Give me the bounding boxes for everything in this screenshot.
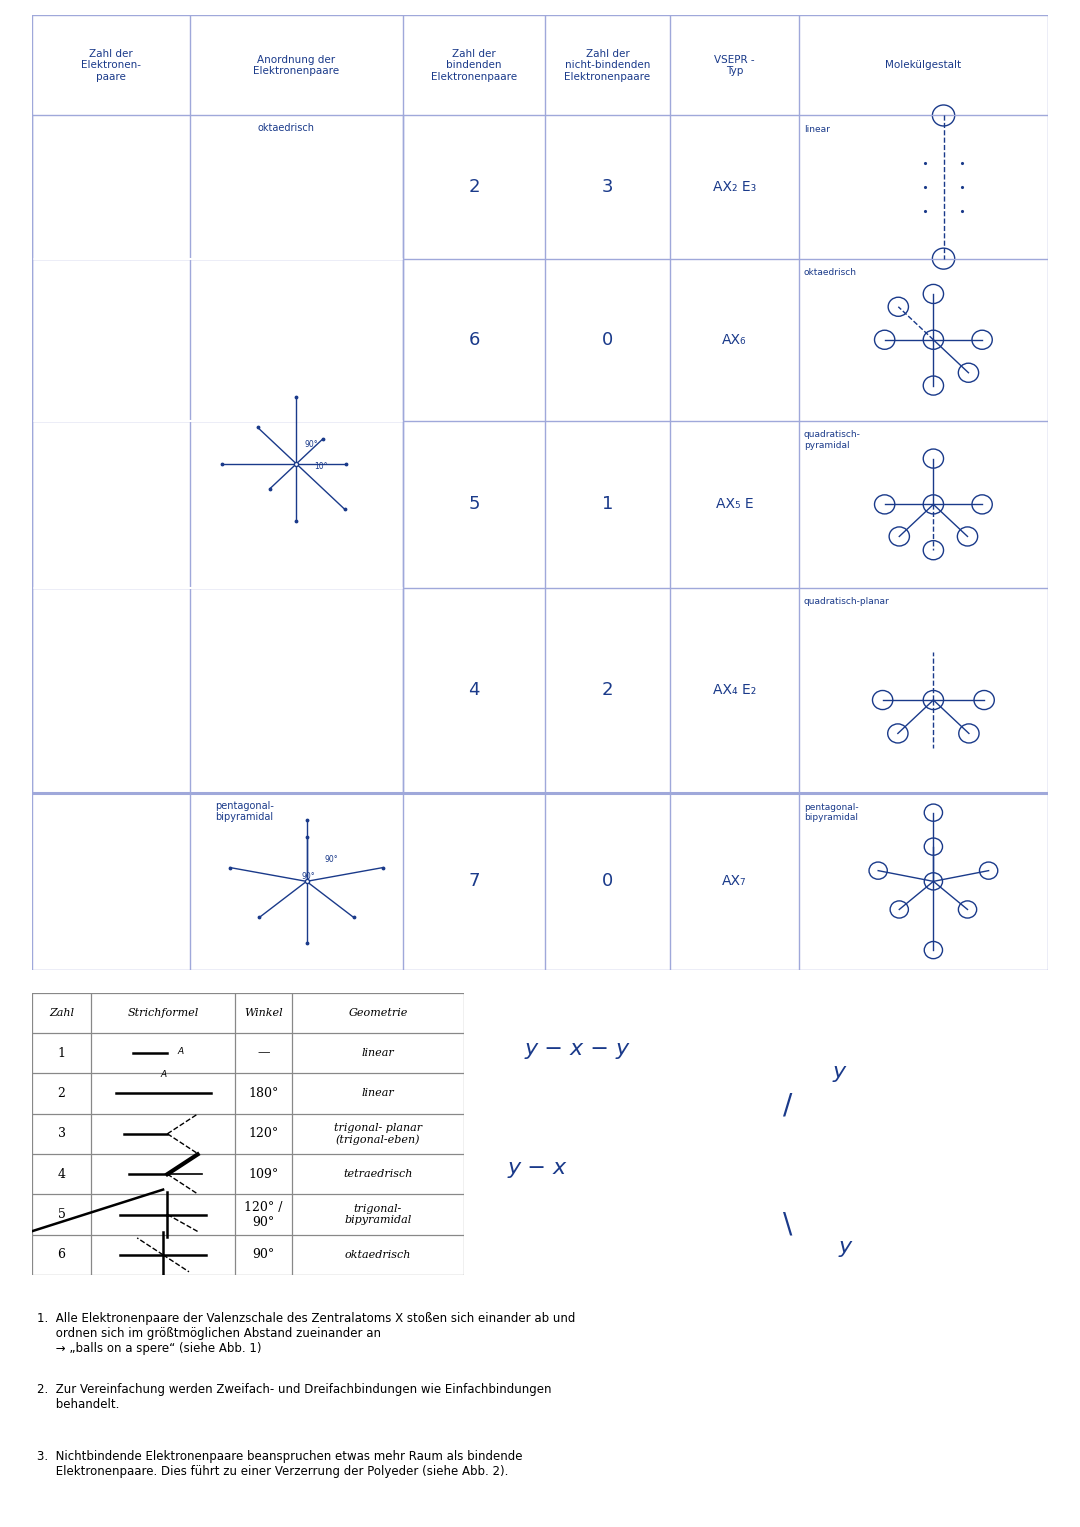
Text: 6: 6 (469, 331, 480, 348)
Text: 2: 2 (602, 681, 613, 699)
Text: Winkel: Winkel (244, 1008, 283, 1017)
Text: \: \ (783, 1211, 793, 1238)
Text: trigonal-
bipyramidal: trigonal- bipyramidal (345, 1203, 411, 1225)
Text: 5: 5 (469, 495, 480, 513)
Text: linear: linear (362, 1089, 394, 1098)
Text: 6: 6 (57, 1249, 66, 1261)
Text: oktaedrisch: oktaedrisch (804, 269, 856, 278)
Text: 2: 2 (469, 179, 480, 195)
Text: —: — (257, 1046, 270, 1060)
Text: linear: linear (804, 125, 829, 134)
Text: 4: 4 (57, 1168, 66, 1180)
Text: trigonal- planar
(trigonal-eben): trigonal- planar (trigonal-eben) (334, 1122, 422, 1145)
Text: pentagonal-
bipyramidal: pentagonal- bipyramidal (804, 803, 859, 822)
Text: y: y (838, 1237, 851, 1257)
Text: 90°: 90° (305, 440, 319, 449)
Text: /: / (783, 1092, 793, 1119)
Text: quadratisch-
pyramidal: quadratisch- pyramidal (804, 431, 861, 450)
Text: Geometrie: Geometrie (349, 1008, 407, 1017)
Text: Anordnung der
Elektronenpaare: Anordnung der Elektronenpaare (254, 55, 339, 76)
Text: 2: 2 (57, 1087, 66, 1099)
Text: y − x: y − x (508, 1157, 567, 1177)
Text: 3: 3 (57, 1127, 66, 1141)
Text: 3: 3 (602, 179, 613, 195)
Text: AX₄ E₂: AX₄ E₂ (713, 684, 756, 698)
Text: AX₅ E: AX₅ E (716, 498, 753, 512)
Text: AX₇: AX₇ (723, 875, 746, 889)
Text: 5: 5 (57, 1208, 66, 1222)
Text: AX₆: AX₆ (723, 333, 746, 347)
Text: linear: linear (362, 1048, 394, 1058)
Text: quadratisch-planar: quadratisch-planar (804, 597, 890, 606)
Text: 0: 0 (602, 872, 613, 890)
Text: Zahl der
nicht-bindenden
Elektronenpaare: Zahl der nicht-bindenden Elektronenpaare (565, 49, 650, 82)
Text: 1: 1 (602, 495, 613, 513)
Text: Molekülgestalt: Molekülgestalt (886, 61, 961, 70)
Text: 90°: 90° (253, 1249, 274, 1261)
Text: Zahl der
bindenden
Elektronenpaare: Zahl der bindenden Elektronenpaare (431, 49, 517, 82)
Text: 2.  Zur Vereinfachung werden Zweifach- und Dreifachbindungen wie Einfachbindunge: 2. Zur Vereinfachung werden Zweifach- un… (38, 1383, 552, 1411)
Text: A: A (177, 1048, 184, 1057)
Text: y: y (833, 1061, 846, 1081)
Text: tetraedrisch: tetraedrisch (343, 1170, 413, 1179)
Text: 1: 1 (57, 1046, 66, 1060)
Text: y − x − y: y − x − y (525, 1038, 630, 1060)
Text: 180°: 180° (248, 1087, 279, 1099)
Text: VSEPR -
Typ: VSEPR - Typ (714, 55, 755, 76)
Text: 109°: 109° (248, 1168, 279, 1180)
Text: 10°: 10° (314, 461, 328, 470)
Text: AX₂ E₃: AX₂ E₃ (713, 180, 756, 194)
Text: 7: 7 (469, 872, 480, 890)
Text: Zahl der
Elektronen-
paare: Zahl der Elektronen- paare (81, 49, 141, 82)
Text: oktaedrisch: oktaedrisch (345, 1251, 411, 1260)
Text: A: A (160, 1070, 166, 1080)
Text: Zahl: Zahl (49, 1008, 75, 1017)
Text: Strichformel: Strichformel (127, 1008, 199, 1017)
Text: 0: 0 (602, 331, 613, 348)
Text: 1.  Alle Elektronenpaare der Valenzschale des Zentralatoms X stoßen sich einande: 1. Alle Elektronenpaare der Valenzschale… (38, 1312, 576, 1356)
Text: 4: 4 (469, 681, 480, 699)
Text: 3.  Nichtbindende Elektronenpaare beanspruchen etwas mehr Raum als bindende
    : 3. Nichtbindende Elektronenpaare beanspr… (38, 1449, 523, 1478)
Text: 90°: 90° (301, 872, 315, 881)
Text: pentagonal-
bipyramidal: pentagonal- bipyramidal (215, 800, 274, 823)
Text: oktaedrisch: oktaedrisch (258, 124, 314, 133)
Text: 90°: 90° (325, 855, 338, 864)
Text: 120°: 120° (248, 1127, 279, 1141)
Text: 120° /
90°: 120° / 90° (244, 1200, 283, 1229)
